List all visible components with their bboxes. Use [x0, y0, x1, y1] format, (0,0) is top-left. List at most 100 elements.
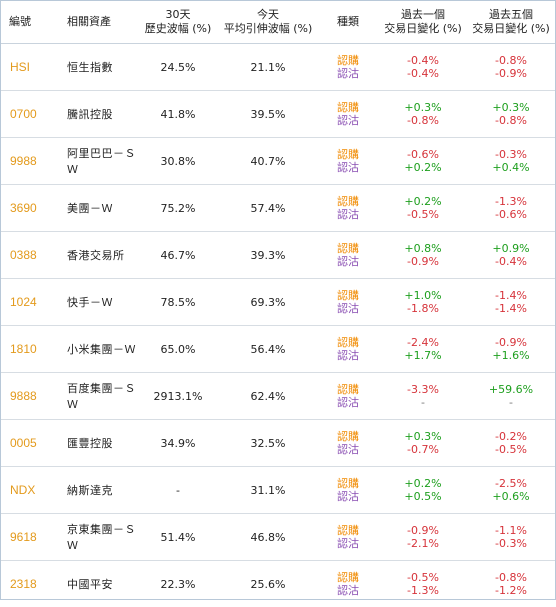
asset-code[interactable]: HSI [1, 44, 49, 91]
change-5day-cell: -0.2% -0.5% [467, 420, 555, 467]
call-warrant-link[interactable]: 認購 [337, 289, 359, 302]
table-row[interactable]: 3690 美團－Ｗ 75.2% 57.4% 認購 認沽 +0.2% -0.5% … [1, 185, 555, 232]
call-warrant-link[interactable]: 認購 [337, 383, 359, 396]
call-warrant-link[interactable]: 認購 [337, 242, 359, 255]
asset-name[interactable]: 百度集團－ＳＷ [49, 373, 137, 420]
historical-volatility-value: 65.0% [137, 326, 219, 373]
table-row[interactable]: 1810 小米集團－Ｗ 65.0% 56.4% 認購 認沽 -2.4% +1.7… [1, 326, 555, 373]
table-row[interactable]: 9888 百度集團－ＳＷ 2913.1% 62.4% 認購 認沽 -3.3% -… [1, 373, 555, 420]
asset-code[interactable]: 1810 [1, 326, 49, 373]
change-1day-put-value: -2.1% [407, 537, 439, 550]
table-row[interactable]: 1024 快手－Ｗ 78.5% 69.3% 認購 認沽 +1.0% -1.8% … [1, 279, 555, 326]
put-warrant-link[interactable]: 認沽 [337, 161, 359, 174]
change-5day-put-value: -0.3% [495, 537, 527, 550]
table-row[interactable]: NDX 納斯達克 - 31.1% 認購 認沽 +0.2% +0.5% -2.5%… [1, 467, 555, 514]
asset-name[interactable]: 阿里巴巴－ＳＷ [49, 138, 137, 185]
header-hv-line2: 歷史波幅 (%) [137, 22, 219, 36]
change-1day-cell: -0.4% -0.4% [379, 44, 467, 91]
asset-code[interactable]: 0005 [1, 420, 49, 467]
change-1day-put-value: +0.2% [404, 161, 441, 174]
put-warrant-link[interactable]: 認沽 [337, 208, 359, 221]
put-warrant-link[interactable]: 認沽 [337, 584, 359, 597]
header-hv-line1: 30天 [137, 8, 219, 22]
table-row[interactable]: 0005 匯豐控股 34.9% 32.5% 認購 認沽 +0.3% -0.7% … [1, 420, 555, 467]
put-warrant-link[interactable]: 認沽 [337, 349, 359, 362]
asset-name[interactable]: 香港交易所 [49, 232, 137, 279]
change-5day-cell: -0.8% -0.9% [467, 44, 555, 91]
asset-name[interactable]: 中國平安 [49, 561, 137, 607]
change-5day-put-value: -0.6% [495, 208, 527, 221]
call-warrant-link[interactable]: 認購 [337, 148, 359, 161]
call-warrant-link[interactable]: 認購 [337, 477, 359, 490]
put-warrant-link[interactable]: 認沽 [337, 490, 359, 503]
asset-code[interactable]: 2318 [1, 561, 49, 607]
asset-code[interactable]: 0388 [1, 232, 49, 279]
asset-code[interactable]: 1024 [1, 279, 49, 326]
put-warrant-link[interactable]: 認沽 [337, 443, 359, 456]
asset-code[interactable]: 3690 [1, 185, 49, 232]
change-1day-cell: -0.5% -1.3% [379, 561, 467, 607]
historical-volatility-value: 51.4% [137, 514, 219, 561]
change-1day-put-value: -1.8% [407, 302, 439, 315]
asset-name[interactable]: 快手－Ｗ [49, 279, 137, 326]
table-row[interactable]: 0700 騰訊控股 41.8% 39.5% 認購 認沽 +0.3% -0.8% … [1, 91, 555, 138]
asset-name[interactable]: 騰訊控股 [49, 91, 137, 138]
header-chg5-line1: 過去五個 [467, 8, 555, 22]
warrant-type-cell: 認購 認沽 [317, 467, 379, 514]
table-row[interactable]: HSI 恒生指數 24.5% 21.1% 認購 認沽 -0.4% -0.4% -… [1, 44, 555, 91]
change-1day-call-value: +1.0% [404, 289, 441, 302]
asset-name[interactable]: 小米集團－Ｗ [49, 326, 137, 373]
header-change-5day[interactable]: 過去五個 交易日變化 (%) [467, 1, 555, 44]
change-1day-put-value: +1.7% [404, 349, 441, 362]
asset-name[interactable]: 匯豐控股 [49, 420, 137, 467]
header-change-1day[interactable]: 過去一個 交易日變化 (%) [379, 1, 467, 44]
historical-volatility-value: 24.5% [137, 44, 219, 91]
change-5day-cell: +0.9% -0.4% [467, 232, 555, 279]
put-warrant-link[interactable]: 認沽 [337, 114, 359, 127]
put-warrant-link[interactable]: 認沽 [337, 396, 359, 409]
asset-name[interactable]: 納斯達克 [49, 467, 137, 514]
call-warrant-link[interactable]: 認購 [337, 54, 359, 67]
asset-code[interactable]: 0700 [1, 91, 49, 138]
change-5day-call-value: +0.9% [492, 242, 529, 255]
implied-volatility-value: 25.6% [219, 561, 317, 607]
asset-code[interactable]: 9888 [1, 373, 49, 420]
put-warrant-link[interactable]: 認沽 [337, 67, 359, 80]
header-code[interactable]: 編號 [1, 1, 49, 44]
header-type[interactable]: 種類 [317, 1, 379, 44]
table-row[interactable]: 9618 京東集團－ＳＷ 51.4% 46.8% 認購 認沽 -0.9% -2.… [1, 514, 555, 561]
implied-volatility-value: 56.4% [219, 326, 317, 373]
change-5day-call-value: -0.8% [495, 571, 527, 584]
table-row[interactable]: 0388 香港交易所 46.7% 39.3% 認購 認沽 +0.8% -0.9%… [1, 232, 555, 279]
call-warrant-link[interactable]: 認購 [337, 336, 359, 349]
call-warrant-link[interactable]: 認購 [337, 430, 359, 443]
call-warrant-link[interactable]: 認購 [337, 101, 359, 114]
header-implied-volatility[interactable]: 今天 平均引伸波幅 (%) [219, 1, 317, 44]
table-row[interactable]: 2318 中國平安 22.3% 25.6% 認購 認沽 -0.5% -1.3% … [1, 561, 555, 607]
implied-volatility-value: 39.5% [219, 91, 317, 138]
call-warrant-link[interactable]: 認購 [337, 195, 359, 208]
header-historical-volatility[interactable]: 30天 歷史波幅 (%) [137, 1, 219, 44]
header-asset[interactable]: 相關資產 [49, 1, 137, 44]
call-warrant-link[interactable]: 認購 [337, 571, 359, 584]
implied-volatility-value: 62.4% [219, 373, 317, 420]
change-1day-put-value: -0.4% [407, 67, 439, 80]
call-warrant-link[interactable]: 認購 [337, 524, 359, 537]
asset-name[interactable]: 恒生指數 [49, 44, 137, 91]
change-1day-put-value: - [421, 396, 425, 409]
change-1day-call-value: +0.3% [404, 101, 441, 114]
asset-code[interactable]: NDX [1, 467, 49, 514]
table-row[interactable]: 9988 阿里巴巴－ＳＷ 30.8% 40.7% 認購 認沽 -0.6% +0.… [1, 138, 555, 185]
change-1day-put-value: -1.3% [407, 584, 439, 597]
asset-code[interactable]: 9618 [1, 514, 49, 561]
change-1day-put-value: -0.7% [407, 443, 439, 456]
asset-code[interactable]: 9988 [1, 138, 49, 185]
header-chg1-line2: 交易日變化 (%) [379, 22, 467, 36]
put-warrant-link[interactable]: 認沽 [337, 537, 359, 550]
put-warrant-link[interactable]: 認沽 [337, 302, 359, 315]
asset-name[interactable]: 美團－Ｗ [49, 185, 137, 232]
put-warrant-link[interactable]: 認沽 [337, 255, 359, 268]
asset-name[interactable]: 京東集團－ＳＷ [49, 514, 137, 561]
change-1day-call-value: -0.9% [407, 524, 439, 537]
